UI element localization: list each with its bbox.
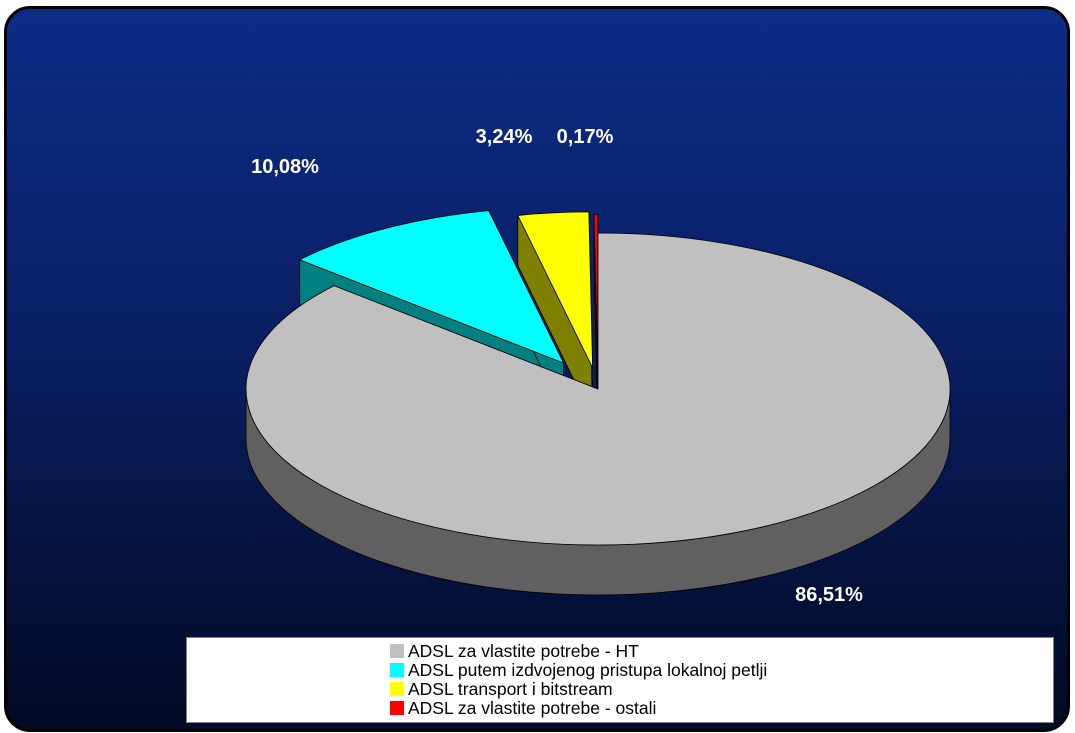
pie-slice-top — [517, 211, 594, 369]
chart-legend: ADSL za vlastite potrebe - HT ADSL putem… — [186, 637, 1054, 723]
legend-item: ADSL za vlastite potrebe - ostali — [390, 698, 1053, 717]
pie-value-label: 0,17% — [557, 126, 614, 148]
legend-label: ADSL za vlastite potrebe - HT — [408, 640, 639, 661]
legend-label: ADSL transport i bitstream — [408, 678, 613, 699]
pie-value-label: 86,51% — [795, 584, 863, 606]
pie-chart: 86,51% 10,08% 3,24% 0,17% — [245, 126, 951, 606]
pie-slice — [245, 232, 951, 596]
legend-swatch — [390, 700, 404, 715]
legend-label: ADSL putem izdvojenog pristupa lokalnoj … — [408, 659, 768, 680]
legend-item: ADSL transport i bitstream — [390, 679, 1053, 698]
legend-swatch — [390, 662, 404, 677]
legend-swatch — [390, 643, 404, 658]
pie-slices — [245, 210, 951, 596]
legend-item: ADSL putem izdvojenog pristupa lokalnoj … — [390, 660, 1053, 679]
legend-item: ADSL za vlastite potrebe - HT — [390, 641, 1053, 660]
pie-slice-top — [298, 210, 565, 364]
pie-slice — [517, 211, 594, 419]
legend-swatch — [390, 681, 404, 696]
chart-frame: 86,51% 10,08% 3,24% 0,17% ADSL za vlastite … — [4, 6, 1070, 732]
pie-slice-top — [245, 232, 951, 546]
pie-slice-top — [593, 213, 599, 371]
pie-value-label: 3,24% — [476, 126, 533, 148]
legend-label: ADSL za vlastite potrebe - ostali — [408, 697, 657, 718]
pie-value-label: 10,08% — [251, 156, 319, 178]
